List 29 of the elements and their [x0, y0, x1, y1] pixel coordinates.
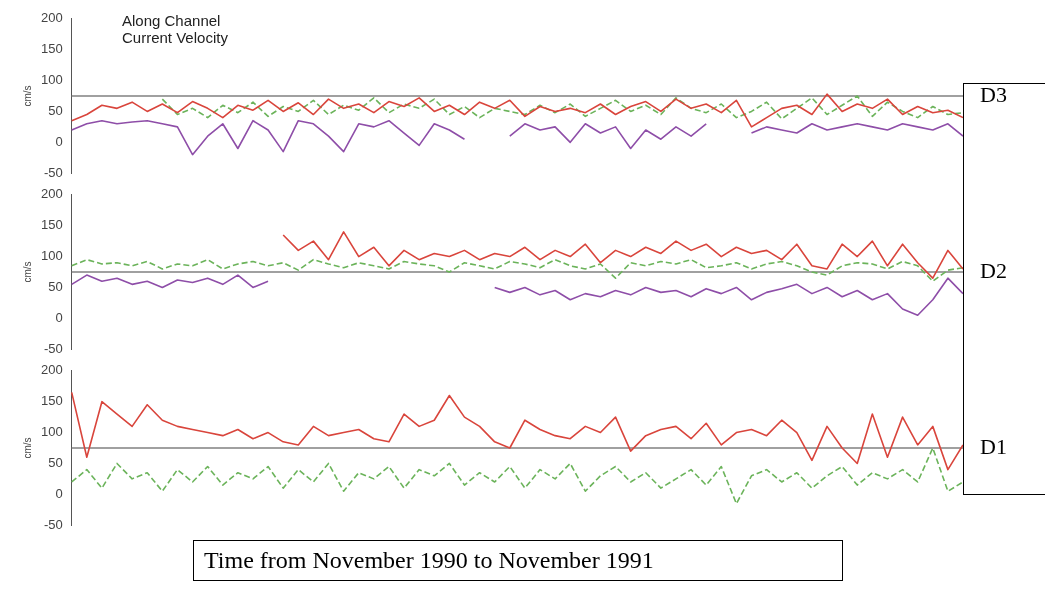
y-tick-label: -50	[43, 164, 63, 180]
y-tick-label: 50	[48, 103, 63, 119]
y-tick-label: 0	[55, 133, 63, 149]
y-tick-label: 50	[48, 279, 63, 295]
y-tick-label: 200	[40, 10, 63, 26]
text: D3	[980, 82, 1007, 108]
y-axis-title: cm/s	[21, 85, 33, 107]
text: D2	[980, 258, 1007, 284]
y-tick-label: -50	[43, 340, 63, 356]
y-tick-label: 0	[55, 309, 63, 325]
y-axis-title: cm/s	[21, 261, 33, 283]
y-tick-label: 200	[40, 186, 63, 202]
y-tick-label: 0	[55, 485, 63, 501]
line-series	[70, 258, 963, 283]
y-tick-label: 100	[40, 72, 63, 88]
y-tick-label: -50	[43, 516, 63, 532]
x-axis-title: Time from November 1990 to November 1991	[193, 540, 843, 581]
y-tick-label: 200	[40, 362, 63, 378]
y-tick-label: 100	[40, 424, 63, 440]
y-tick-label: 50	[48, 455, 63, 471]
y-tick-label: 150	[40, 393, 63, 409]
chart-title: Along Channel Current Velocity	[122, 12, 229, 46]
line-series	[161, 95, 963, 120]
y-tick-label: 150	[40, 41, 63, 57]
y-axis-title: cm/s	[21, 437, 33, 459]
y-tick-label: 150	[40, 217, 63, 233]
text: D1	[980, 434, 1007, 460]
y-tick-label: 100	[40, 248, 63, 264]
line-series	[70, 447, 963, 505]
